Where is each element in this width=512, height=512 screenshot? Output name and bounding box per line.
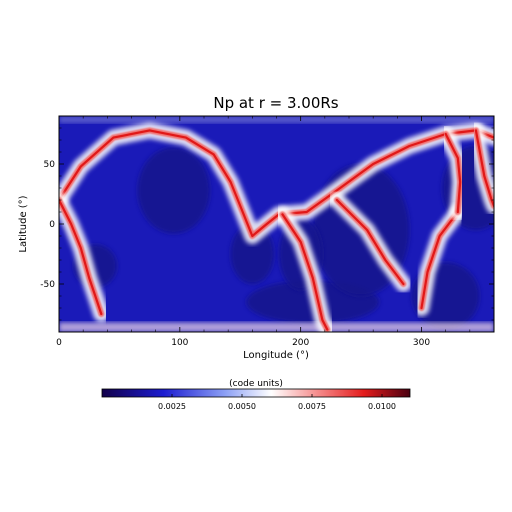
y-axis: -50 0 50 <box>40 127 494 321</box>
colorbar <box>101 388 411 398</box>
lane-core <box>59 198 103 316</box>
lane-core <box>281 213 329 331</box>
x-tick-label: 300 <box>413 338 430 348</box>
heatmap-area <box>59 116 494 332</box>
y-tick-label: 0 <box>49 220 55 230</box>
heatmap-features <box>59 116 494 332</box>
y-tick-label: 50 <box>44 160 56 170</box>
y-axis-label: Latitude (°) <box>18 195 29 252</box>
lane-core <box>59 129 494 238</box>
colorbar-tick-label: 0.0025 <box>158 402 186 411</box>
lane-core <box>444 132 462 214</box>
colorbar-tick-label: 0.0050 <box>228 402 256 411</box>
y-tick-label: -50 <box>40 280 55 290</box>
lane-core <box>474 129 494 208</box>
x-tick-label: 100 <box>171 338 188 348</box>
colorbar-title: (code units) <box>229 379 283 389</box>
polar-band <box>59 322 494 332</box>
x-tick-label: 200 <box>292 338 309 348</box>
chart-title: Np at r = 3.00Rs <box>213 94 338 112</box>
lane-core <box>420 210 459 310</box>
x-axis-label: Longitude (°) <box>243 350 309 361</box>
colorbar-tick-label: 0.0075 <box>298 402 326 411</box>
x-tick-label: 0 <box>56 338 62 348</box>
low-density-cell <box>137 147 211 234</box>
colorbar-tick-label: 0.0100 <box>368 402 396 411</box>
lane-core <box>335 198 405 286</box>
low-density-cell <box>230 224 275 284</box>
x-axis: 0 100 200 300 <box>56 116 471 348</box>
polar-band-north <box>59 116 494 124</box>
colorbar-ticks: 0.0025 0.0050 0.0075 0.0100 <box>158 394 396 411</box>
